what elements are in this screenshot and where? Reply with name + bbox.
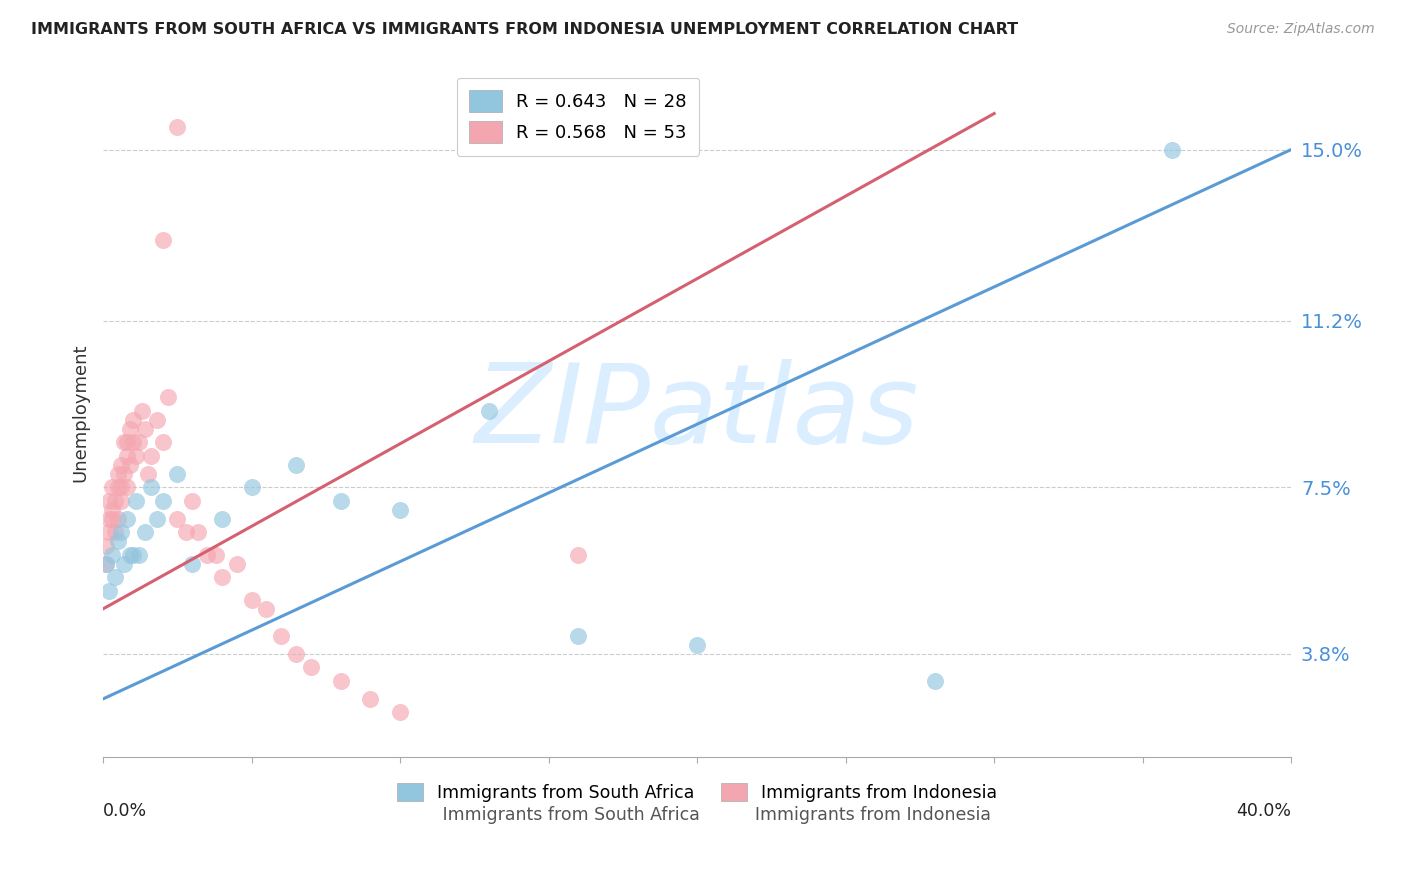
- Point: [285, 647, 308, 661]
- Point: [478, 403, 501, 417]
- Point: [112, 557, 135, 571]
- Point: [134, 422, 156, 436]
- Point: [128, 435, 150, 450]
- Point: [131, 403, 153, 417]
- Point: [240, 480, 263, 494]
- Point: [121, 413, 143, 427]
- Point: [94, 539, 117, 553]
- Y-axis label: Unemployment: Unemployment: [72, 343, 89, 483]
- Text: ZIPatlas: ZIPatlas: [475, 359, 920, 467]
- Point: [115, 435, 138, 450]
- Point: [125, 449, 148, 463]
- Point: [110, 480, 132, 494]
- Point: [299, 660, 322, 674]
- Text: 40.0%: 40.0%: [1236, 802, 1291, 820]
- Point: [107, 512, 129, 526]
- Point: [181, 493, 204, 508]
- Point: [211, 570, 233, 584]
- Point: [110, 525, 132, 540]
- Point: [195, 548, 218, 562]
- Point: [112, 467, 135, 481]
- Point: [389, 706, 412, 720]
- Point: [166, 467, 188, 481]
- Point: [225, 557, 247, 571]
- Point: [121, 548, 143, 562]
- Point: [104, 525, 127, 540]
- Point: [101, 512, 124, 526]
- Point: [110, 458, 132, 472]
- Point: [181, 557, 204, 571]
- Point: [211, 512, 233, 526]
- Point: [118, 548, 141, 562]
- Point: [329, 493, 352, 508]
- Point: [174, 525, 197, 540]
- Point: [104, 570, 127, 584]
- Point: [567, 548, 589, 562]
- Point: [118, 422, 141, 436]
- Point: [98, 512, 121, 526]
- Point: [101, 548, 124, 562]
- Point: [686, 638, 709, 652]
- Point: [128, 548, 150, 562]
- Point: [104, 493, 127, 508]
- Legend: R = 0.643   N = 28, R = 0.568   N = 53: R = 0.643 N = 28, R = 0.568 N = 53: [457, 78, 699, 156]
- Point: [107, 467, 129, 481]
- Point: [118, 458, 141, 472]
- Point: [115, 512, 138, 526]
- Point: [112, 435, 135, 450]
- Point: [166, 120, 188, 134]
- Point: [359, 691, 381, 706]
- Point: [567, 629, 589, 643]
- Point: [98, 493, 121, 508]
- Point: [924, 673, 946, 688]
- Point: [270, 629, 292, 643]
- Point: [110, 493, 132, 508]
- Text: Source: ZipAtlas.com: Source: ZipAtlas.com: [1227, 22, 1375, 37]
- Point: [139, 480, 162, 494]
- Point: [101, 480, 124, 494]
- Point: [1161, 143, 1184, 157]
- Point: [285, 458, 308, 472]
- Point: [125, 493, 148, 508]
- Point: [152, 233, 174, 247]
- Point: [94, 557, 117, 571]
- Point: [145, 512, 167, 526]
- Point: [98, 525, 121, 540]
- Point: [187, 525, 209, 540]
- Point: [134, 525, 156, 540]
- Point: [240, 592, 263, 607]
- Point: [205, 548, 228, 562]
- Point: [139, 449, 162, 463]
- Point: [389, 502, 412, 516]
- Point: [256, 602, 278, 616]
- Point: [145, 413, 167, 427]
- Point: [115, 480, 138, 494]
- Point: [157, 390, 180, 404]
- Point: [101, 502, 124, 516]
- Point: [115, 449, 138, 463]
- Point: [107, 534, 129, 549]
- Point: [98, 583, 121, 598]
- Point: [121, 435, 143, 450]
- Point: [152, 493, 174, 508]
- Point: [94, 557, 117, 571]
- Text: Immigrants from South Africa          Immigrants from Indonesia: Immigrants from South Africa Immigrants …: [404, 805, 991, 823]
- Point: [136, 467, 159, 481]
- Point: [166, 512, 188, 526]
- Point: [329, 673, 352, 688]
- Point: [152, 435, 174, 450]
- Point: [107, 480, 129, 494]
- Text: 0.0%: 0.0%: [103, 802, 148, 820]
- Text: IMMIGRANTS FROM SOUTH AFRICA VS IMMIGRANTS FROM INDONESIA UNEMPLOYMENT CORRELATI: IMMIGRANTS FROM SOUTH AFRICA VS IMMIGRAN…: [31, 22, 1018, 37]
